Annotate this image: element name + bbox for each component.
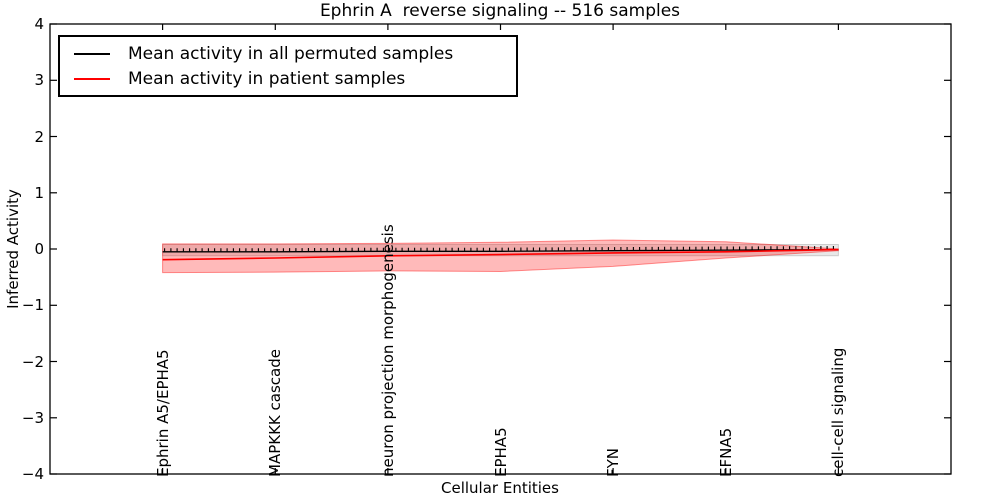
series-line-1 [162,248,839,261]
legend-item: Mean activity in all permuted samples [74,44,516,64]
y-tick-label: −2 [21,352,44,371]
x-tick-label: Ephrin A5/EPHA5 [153,349,172,477]
y-tick-label: 2 [34,127,44,146]
series-line-0 [162,248,839,253]
legend-item-label: Mean activity in patient samples [128,68,406,89]
x-tick-label: FYN [604,447,623,477]
y-tick-label: −4 [21,465,44,483]
series-markers-0 [164,246,834,252]
band-1 [162,239,839,274]
x-tick-label: EFNA5 [716,427,735,477]
legend-line-sample [74,52,110,55]
y-tick-label: 4 [34,15,44,33]
x-axis-label: Cellular Entities [441,479,559,497]
y-tick-label: 3 [34,71,44,90]
y-tick-label: −1 [21,296,44,315]
x-tick-label: cell-cell signaling [829,347,848,477]
legend-item: Mean activity in patient samples [74,69,516,89]
x-tick-label: neuron projection morphogenesis [378,224,397,477]
legend-line-sample [74,77,110,80]
y-tick-label: 1 [34,183,44,202]
y-tick-label: −3 [21,408,44,427]
x-tick-label: MAPKKK cascade [266,349,285,477]
x-tick-label: EPHA5 [491,427,510,477]
legend: Mean activity in all permuted samples Mea… [58,35,518,97]
y-tick-label: 0 [34,240,44,258]
chart-title: Ephrin A reverse signaling -- 516 sample… [319,1,681,21]
legend-item-label: Mean activity in all permuted samples [128,43,454,64]
